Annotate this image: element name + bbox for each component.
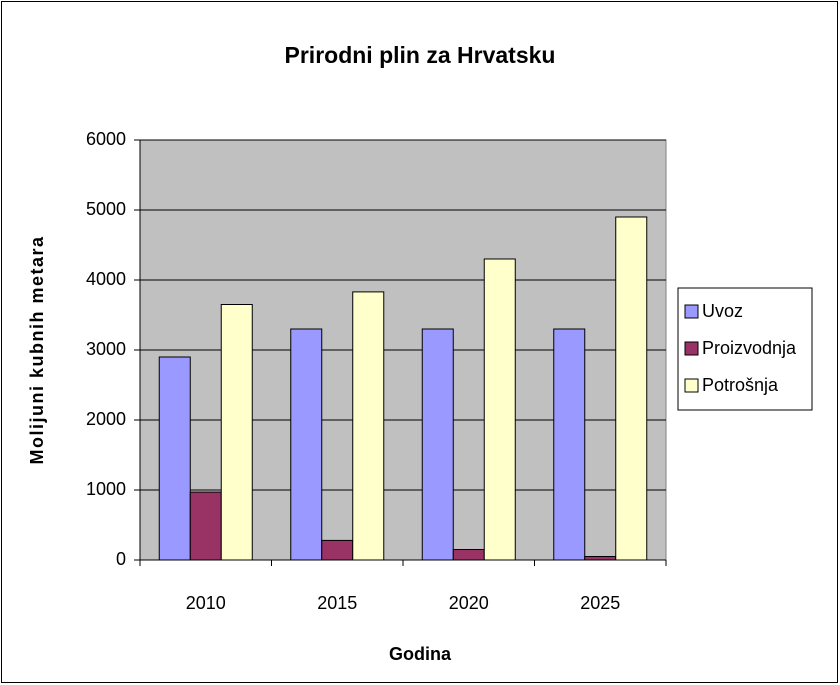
x-tick-label: 2015 bbox=[317, 593, 357, 613]
bar bbox=[483, 258, 516, 561]
chart-title: Prirodni plin za Hrvatsku bbox=[285, 42, 556, 68]
bar bbox=[615, 216, 648, 561]
y-tick-label: 3000 bbox=[86, 339, 126, 359]
bar bbox=[189, 491, 222, 561]
legend-label: Uvoz bbox=[702, 301, 743, 321]
x-axis-label: Godina bbox=[389, 644, 452, 664]
legend-label: Potrošnja bbox=[702, 375, 779, 395]
y-tick-label: 0 bbox=[116, 549, 126, 569]
legend-swatch bbox=[684, 378, 699, 393]
legend-label: Proizvodnja bbox=[702, 338, 797, 358]
legend-swatch bbox=[684, 341, 699, 356]
y-tick-label: 6000 bbox=[86, 129, 126, 149]
x-tick-label: 2020 bbox=[449, 593, 489, 613]
bar bbox=[553, 328, 586, 561]
bar bbox=[220, 304, 253, 561]
y-tick-label: 5000 bbox=[86, 199, 126, 219]
bar bbox=[290, 328, 323, 561]
bar bbox=[321, 539, 354, 561]
legend-swatch bbox=[684, 304, 699, 319]
bar bbox=[584, 556, 617, 561]
y-tick-label: 1000 bbox=[86, 479, 126, 499]
legend bbox=[677, 287, 813, 411]
x-tick-label: 2010 bbox=[186, 593, 226, 613]
y-tick-label: 4000 bbox=[86, 269, 126, 289]
x-tick-label: 2025 bbox=[580, 593, 620, 613]
bar bbox=[452, 549, 485, 561]
bar bbox=[158, 356, 191, 561]
y-axis-label: Molijuni kubnih metara bbox=[27, 235, 47, 464]
y-tick-label: 2000 bbox=[86, 409, 126, 429]
bar bbox=[421, 328, 454, 561]
bar bbox=[352, 291, 385, 561]
